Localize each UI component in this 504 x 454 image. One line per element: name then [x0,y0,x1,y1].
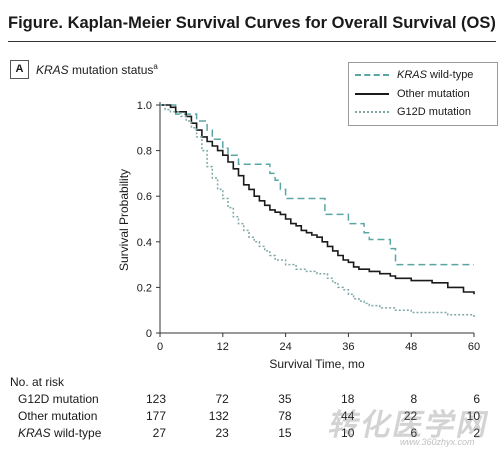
at-risk-value: 8 [410,392,418,406]
panel-title-sup: a [153,62,158,71]
at-risk-value: 10 [466,409,480,423]
at-risk-label-kras: KRAS wild-type [18,426,102,440]
legend-swatch-g12d [355,111,389,113]
x-tick-label: 48 [405,341,417,353]
at-risk-value: 6 [410,426,418,440]
panel-title: KRAS mutation statusa [36,62,158,77]
legend-label-other: Other mutation [397,88,470,100]
at-risk-value: 132 [208,409,229,423]
at-risk-value: 6 [473,392,480,406]
at-risk-value: 44 [341,409,355,423]
x-tick-label: 24 [279,341,291,353]
at-risk-value: 123 [146,392,167,406]
at-risk-value: 177 [146,409,167,423]
at-risk-value: 72 [215,392,229,406]
legend-item-other-mutation: Other mutation [355,88,470,100]
curve-g12d-mutation [160,104,475,317]
watermark-url: www.360zhyx.com [400,437,475,447]
plot-axes: 0 0.2 0.4 0.6 0.8 1.0 0 12 24 36 48 60 [137,100,480,353]
legend-item-kras-wild-type: KRAS wild-type [355,69,473,81]
x-axis-label: Survival Time, mo [269,357,365,371]
at-risk-value: 78 [278,409,292,423]
x-tick-label: 0 [157,341,163,353]
km-plot: 0 0.2 0.4 0.6 0.8 1.0 0 12 24 36 48 60 Survival Pro… [117,100,480,371]
at-risk-value: 18 [341,392,355,406]
y-tick-label: 0.6 [137,191,152,203]
at-risk-value: 22 [403,409,418,423]
at-risk-label-g12d: G12D mutation [18,392,99,406]
y-tick-label: 0.4 [137,237,152,249]
at-risk-value: 35 [278,392,292,406]
at-risk-label-other: Other mutation [18,409,98,423]
panel-label: A [10,60,29,79]
at-risk-value: 27 [152,426,166,440]
legend-item-g12d: G12D mutation [355,106,471,118]
title-divider [8,41,496,42]
legend-swatch-kras [355,74,389,76]
legend: KRAS wild-type Other mutation G12D mutat… [348,62,498,126]
at-risk-value: 15 [278,426,292,440]
plot-curves [160,104,475,317]
legend-label-g12d: G12D mutation [397,106,471,118]
y-tick-label: 1.0 [137,100,152,112]
legend-swatch-other [355,93,389,95]
y-tick-label: 0.2 [137,282,152,294]
at-risk-value: 10 [341,426,355,440]
legend-label-kras: KRAS wild-type [397,69,474,81]
curve-kras-wild-type [160,104,474,266]
panel-title-italic: KRAS [36,63,69,77]
x-tick-label: 12 [217,341,229,353]
y-tick-label: 0 [146,328,152,340]
x-tick-label: 60 [468,341,480,353]
at-risk-value: 23 [215,426,229,440]
y-axis-label: Survival Probability [117,169,131,271]
y-tick-label: 0.8 [137,146,152,158]
panel-title-rest: mutation status [68,63,154,77]
at-risk-value: 2 [473,426,480,440]
x-tick-label: 36 [342,341,354,353]
figure-title: Figure. Kaplan-Meier Survival Curves for… [8,14,496,32]
at-risk-heading: No. at risk [10,375,65,389]
curve-other-mutation [160,104,475,295]
